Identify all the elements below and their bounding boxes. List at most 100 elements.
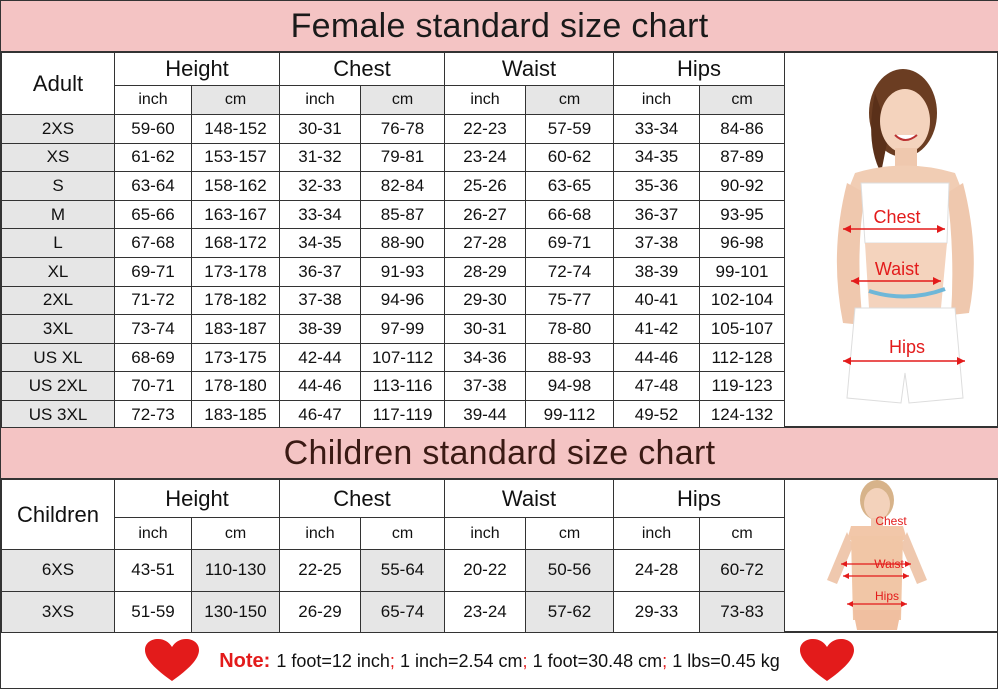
table-row: 3XL 73-74 183-187 38-39 97-99 30-31 78-80 41-42… — [1, 314, 786, 344]
size-cell: 79-81 — [359, 142, 446, 173]
size-cell: 37-38 — [279, 285, 361, 316]
size-label: XL — [1, 256, 115, 287]
size-cell: 87-89 — [699, 142, 786, 173]
size-cell: 42-44 — [279, 342, 361, 373]
unit-header: inch — [279, 517, 361, 550]
size-label: S — [1, 171, 115, 201]
size-cell: 178-180 — [191, 371, 280, 401]
size-cell: 22-23 — [444, 114, 527, 144]
woman-waist-label: Waist — [875, 259, 919, 279]
size-cell: 51-59 — [114, 590, 192, 633]
girl-measurement-figure: Chest Waist Hips — [784, 479, 998, 632]
woman-chest-label: Chest — [873, 207, 920, 227]
size-cell: 183-187 — [191, 314, 280, 344]
size-cell: 88-90 — [359, 228, 446, 258]
children-chart-title: Children standard size chart — [1, 427, 998, 479]
size-cell: 49-52 — [613, 399, 701, 430]
unit-header: cm — [699, 517, 786, 550]
size-cell: 30-31 — [444, 314, 527, 344]
size-cell: 41-42 — [613, 314, 701, 344]
size-cell: 65-66 — [114, 199, 192, 230]
group-header: Waist — [444, 479, 615, 518]
group-header: Height — [114, 479, 280, 518]
size-cell: 88-93 — [525, 342, 615, 373]
table-row: S 63-64 158-162 32-33 82-84 25-26 63-65 35-36 90… — [1, 171, 786, 201]
unit-header: cm — [699, 85, 786, 115]
size-cell: 69-71 — [525, 228, 615, 258]
corner-label: Children — [1, 479, 115, 550]
size-cell: 36-37 — [613, 199, 701, 230]
size-cell: 26-29 — [279, 590, 361, 633]
group-header: Hips — [613, 52, 786, 86]
size-cell: 85-87 — [359, 199, 446, 230]
size-cell: 97-99 — [359, 314, 446, 344]
note-separator: ; — [389, 650, 395, 671]
size-cell: 23-24 — [444, 590, 527, 633]
size-cell: 112-128 — [699, 342, 786, 373]
size-cell: 173-178 — [191, 256, 280, 287]
note-item: 1 lbs=0.45 kg — [672, 650, 780, 671]
size-cell: 163-167 — [191, 199, 280, 230]
size-label: M — [1, 199, 115, 230]
size-cell: 158-162 — [191, 171, 280, 201]
size-cell: 76-78 — [359, 114, 446, 144]
note-separator: ; — [522, 650, 528, 671]
size-cell: 23-24 — [444, 142, 527, 173]
size-cell: 43-51 — [114, 549, 192, 592]
size-cell: 61-62 — [114, 142, 192, 173]
size-label: 3XS — [1, 590, 115, 633]
unit-header: cm — [525, 517, 615, 550]
size-label: US 3XL — [1, 399, 115, 430]
woman-hips-label: Hips — [889, 337, 925, 357]
size-cell: 70-71 — [114, 371, 192, 401]
woman-measurement-figure: Chest Waist Hips — [784, 52, 998, 427]
size-cell: 130-150 — [191, 590, 280, 633]
size-cell: 47-48 — [613, 371, 701, 401]
size-cell: 24-28 — [613, 549, 701, 592]
size-cell: 105-107 — [699, 314, 786, 344]
size-cell: 173-175 — [191, 342, 280, 373]
size-cell: 73-83 — [699, 590, 786, 633]
size-cell: 84-86 — [699, 114, 786, 144]
table-row: M 65-66 163-167 33-34 85-87 26-27 66-68 36-37 93… — [1, 199, 786, 230]
size-cell: 91-93 — [359, 256, 446, 287]
size-cell: 33-34 — [613, 114, 701, 144]
size-cell: 119-123 — [699, 371, 786, 401]
note-item: 1 inch=2.54 cm — [399, 650, 523, 671]
size-cell: 94-98 — [525, 371, 615, 401]
unit-header: inch — [613, 85, 701, 115]
unit-header: inch — [613, 517, 701, 550]
size-cell: 124-132 — [699, 399, 786, 430]
size-cell: 39-44 — [444, 399, 527, 430]
note-separator: ; — [662, 650, 668, 671]
size-cell: 44-46 — [279, 371, 361, 401]
size-cell: 96-98 — [699, 228, 786, 258]
size-label: 6XS — [1, 549, 115, 592]
size-cell: 50-56 — [525, 549, 615, 592]
table-row: US 3XL 72-73 183-185 46-47 117-119 39-44 99-11… — [1, 399, 786, 430]
girl-hips-label: Hips — [875, 589, 899, 603]
table-row: US 2XL 70-71 178-180 44-46 113-116 37-38 94-98… — [1, 371, 786, 401]
size-cell: 82-84 — [359, 171, 446, 201]
size-cell: 110-130 — [191, 549, 280, 592]
size-label: US 2XL — [1, 371, 115, 401]
size-cell: 29-33 — [613, 590, 701, 633]
size-cell: 26-27 — [444, 199, 527, 230]
unit-header: cm — [191, 517, 280, 550]
size-label: L — [1, 228, 115, 258]
size-cell: 34-36 — [444, 342, 527, 373]
group-header: Waist — [444, 52, 615, 86]
note-label: Note: — [219, 649, 271, 672]
size-cell: 38-39 — [279, 314, 361, 344]
unit-header: inch — [279, 85, 361, 115]
unit-header: inch — [444, 85, 527, 115]
size-cell: 59-60 — [114, 114, 192, 144]
group-header: Chest — [278, 479, 446, 518]
unit-header: cm — [191, 85, 280, 115]
size-cell: 37-38 — [444, 371, 527, 401]
size-cell: 99-112 — [525, 399, 615, 430]
size-cell: 31-32 — [279, 142, 361, 173]
size-cell: 72-73 — [114, 399, 192, 430]
size-cell: 35-36 — [613, 171, 701, 201]
table-row: US XL 68-69 173-175 42-44 107-112 34-36 88-93 4… — [1, 342, 786, 373]
